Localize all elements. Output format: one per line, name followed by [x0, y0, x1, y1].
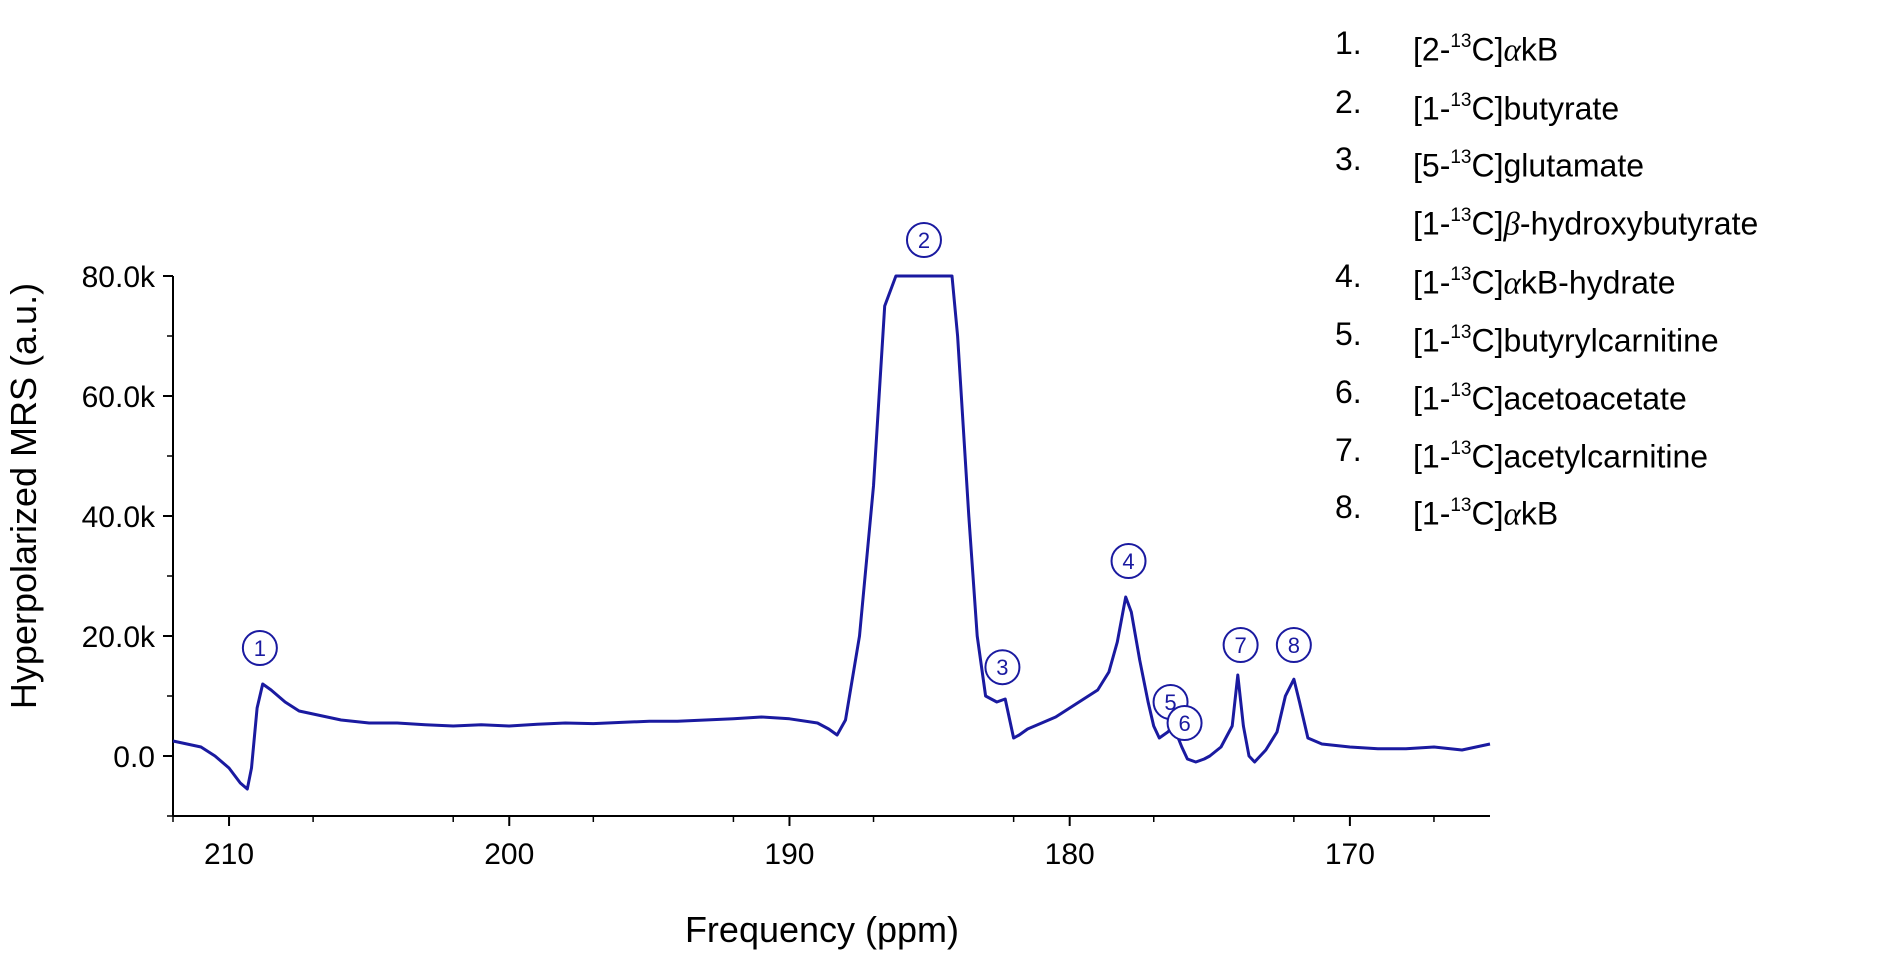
legend-item: [1-13C]β-hydroxybutyrate [1335, 192, 1758, 251]
legend-item: 6. [1-13C]acetoacetate [1335, 367, 1758, 425]
legend-item-number: 5. [1335, 316, 1362, 353]
x-axis-title: Frequency (ppm) [685, 909, 959, 950]
peak-marker-label: 1 [254, 636, 266, 661]
peak-marker-circle [1166, 705, 1203, 741]
peak-marker-circle [905, 222, 942, 258]
y-tick-label: 80.0k [82, 261, 156, 294]
peak-marker-label: 8 [1288, 633, 1300, 658]
legend-item: 2. [1-13C]butyrate [1335, 77, 1758, 135]
chart-series [172, 274, 1491, 791]
legend-item-label: [1-13C]acetylcarnitine [1413, 437, 1709, 475]
peak-marker-circle [1110, 543, 1147, 579]
legend-item-number: 7. [1335, 431, 1362, 468]
legend-item: 7. [1-13C]acetylcarnitine [1335, 425, 1758, 483]
legend-item-label: [1-13C]acetoacetate [1413, 379, 1687, 417]
legend-item-label: [1-13C]αkB-hydrate [1413, 263, 1676, 302]
legend-item: 5. [1-13C]butyrylcarnitine [1335, 309, 1758, 367]
legend-item-label: [1-13C]β-hydroxybutyrate [1413, 204, 1759, 243]
y-tick-label: 60.0k [82, 381, 156, 414]
legend-item-number: 2. [1335, 83, 1362, 120]
x-tick-label: 200 [484, 838, 534, 871]
x-tick-label: 190 [764, 838, 814, 871]
legend-item-label: [5-13C]glutamate [1413, 147, 1645, 184]
x-tick-label: 180 [1045, 838, 1095, 871]
legend-item: 4. [1-13C]αkB-hydrate [1335, 251, 1758, 310]
compound-legend: 1. [2-13C]αkB 2. [1-13C]butyrate 3. [5-13C]gl… [1335, 18, 1758, 541]
peak-marker-label: 4 [1122, 549, 1134, 574]
peak-marker-label: 7 [1234, 633, 1246, 658]
peak-marker-label: 3 [996, 655, 1008, 680]
legend-item-label: [1-13C]butyrate [1413, 89, 1620, 127]
y-tick-label: 0.0 [113, 741, 155, 774]
legend-item-number: 4. [1335, 257, 1362, 294]
spectrum-line [172, 274, 1491, 791]
legend-item: 8. [1-13C]αkB [1335, 482, 1758, 541]
peak-marker-circle [1275, 627, 1312, 663]
y-tick-label: 20.0k [82, 621, 156, 654]
legend-item-number: 6. [1335, 373, 1362, 410]
peak-marker-circle [241, 630, 278, 666]
peak-marker-label: 6 [1178, 711, 1190, 736]
peak-marker-label: 2 [918, 228, 930, 253]
legend-item-number: 8. [1335, 489, 1362, 526]
legend-item-number: 1. [1335, 25, 1362, 61]
y-tick-label: 40.0k [82, 501, 156, 534]
x-tick-label: 170 [1325, 838, 1375, 871]
legend-item-number: 3. [1335, 141, 1362, 178]
legend-item-label: [2-13C]αkB [1413, 31, 1559, 69]
legend-item-label: [1-13C]butyrylcarnitine [1413, 322, 1719, 359]
legend-item: 3. [5-13C]glutamate [1335, 134, 1758, 192]
legend-item-label: [1-13C]αkB [1413, 495, 1559, 533]
chart-axes: 0.0 20.0k 40.0k 60.0k 80.0k 210 200 190 180 170 [82, 261, 1490, 871]
peak-marker-circle [984, 649, 1021, 686]
x-tick-label: 210 [204, 838, 254, 871]
legend-item: 1. [2-13C]αkB [1335, 18, 1758, 77]
legend-item-number [1335, 192, 1413, 251]
peak-marker-circle [1222, 627, 1259, 663]
y-axis-title: Hyperpolarized MRS (a.u.) [3, 283, 44, 709]
